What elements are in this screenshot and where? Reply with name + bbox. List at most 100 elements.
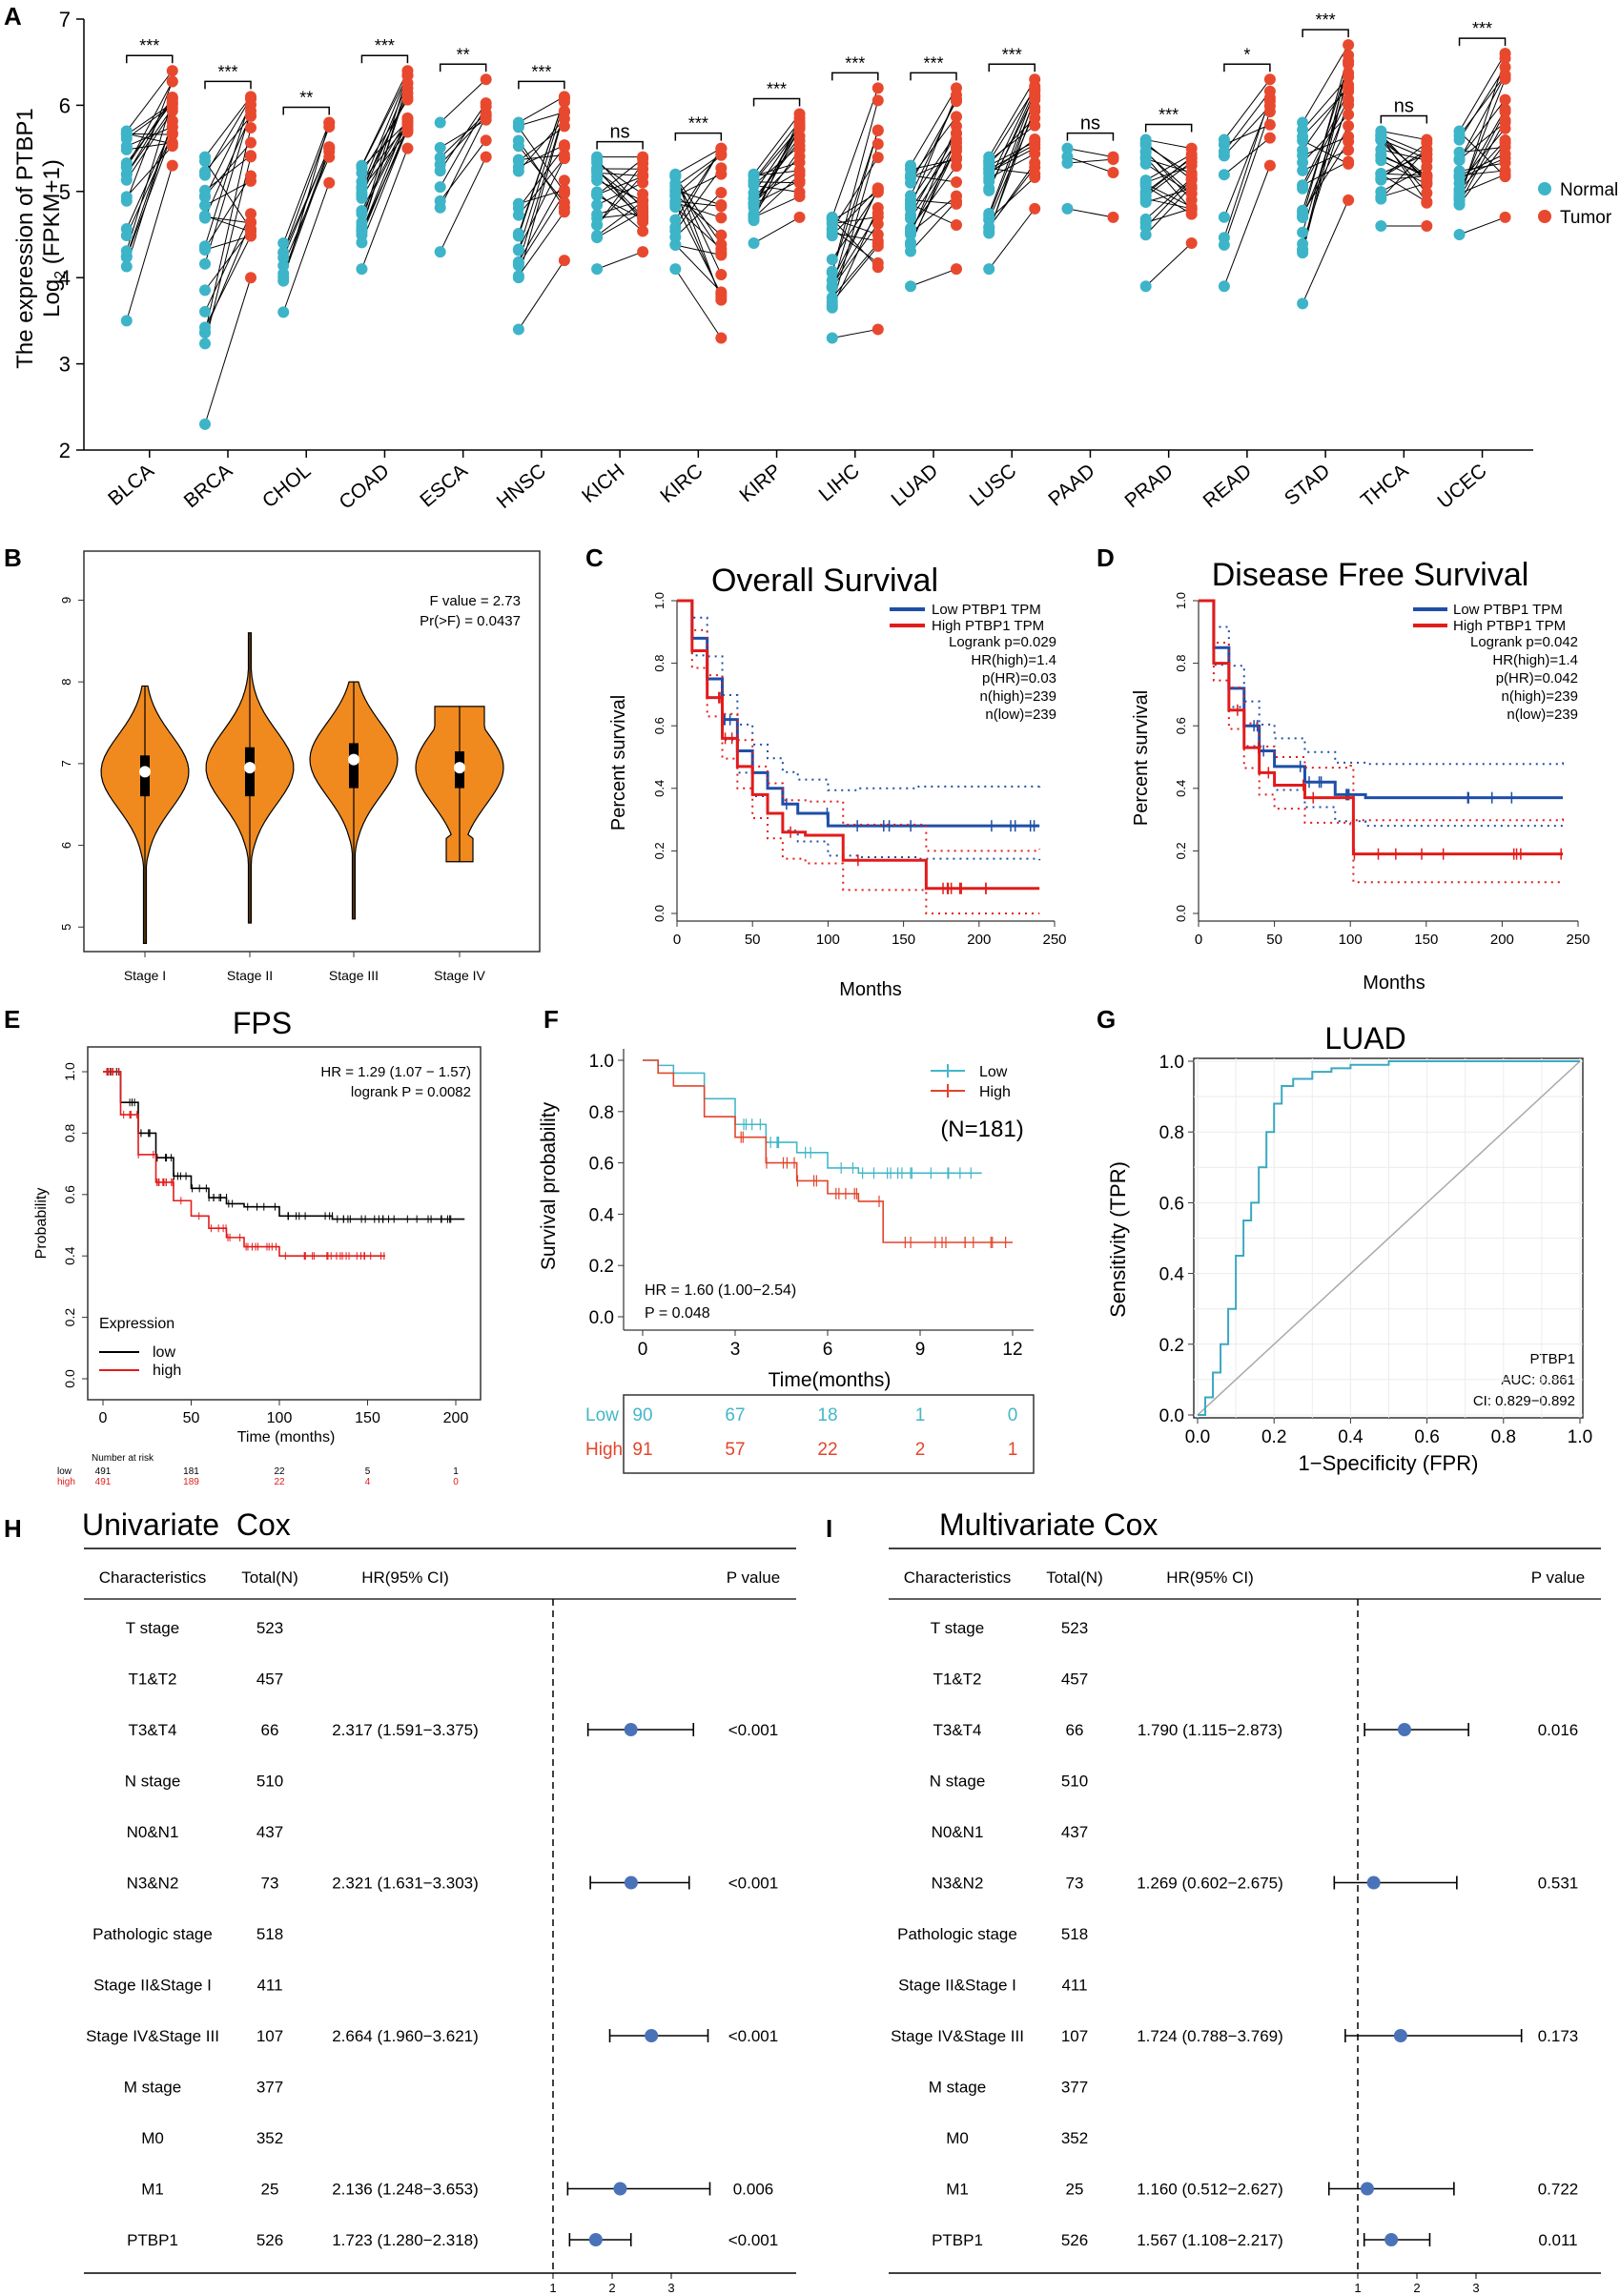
a-tumor-point [401,142,414,154]
e-xtick-label: 50 [183,1410,200,1426]
a-normal-point [120,191,133,203]
a-tumor-point [1421,161,1433,174]
stat-nlow: n(low)=239 [1507,707,1578,723]
forest-estimate-point [645,2029,659,2042]
a-normal-point [1297,297,1309,310]
forest-row-total: 518 [256,1925,283,1943]
a-normal-point [983,184,995,196]
panel-g: LUAD PTBP1 AUC: 0.861 CI: 0.829−0.892 1−… [1106,1021,1592,1475]
a-sig-label: *** [217,62,237,81]
a-xtick-label: BLCA [104,460,158,510]
a-pair-line [988,88,1036,162]
a-tumor-point [951,93,962,106]
a-pair-line [1302,140,1349,165]
a-pair-line [126,81,174,201]
a-normal-point [748,175,760,188]
a-xtick-label: KIRC [656,460,707,507]
a-sig-bracket [282,106,330,115]
a-pair-line [1459,74,1506,136]
a-pair-line [910,268,957,287]
panel-e-xlabel: Time (months) [237,1429,336,1445]
g-ytick-label: 1.0 [1159,1053,1184,1073]
b-xtick-label: Stage II [227,968,273,983]
a-normal-point [905,225,916,237]
f-risk-value: 0 [1008,1405,1018,1425]
stat-nhigh: n(high)=239 [1502,688,1578,705]
f-risk-value: 22 [817,1440,837,1460]
a-pair-line [1223,78,1271,140]
a-tumor-point [1499,106,1511,118]
a-tumor-point [793,176,806,189]
forest-row-name: T3&T4 [933,1721,981,1739]
stat-nlow: n(low)=239 [985,707,1056,723]
panel-e-hr: HR = 1.29 (1.07 − 1.57) [320,1064,471,1080]
a-normal-point [1453,130,1466,142]
km-xtick-label: 50 [1266,932,1282,948]
forest-estimate-point [588,2233,603,2246]
a-pair-line [1067,158,1114,164]
e-ytick-label: 0.6 [62,1185,77,1204]
a-pair-line [831,192,879,222]
a-tumor-point [715,162,728,174]
panel-a: The expression of PTBP1 Log2 (FPKM+1) 23… [12,8,1618,514]
a-tumor-point [793,211,806,223]
a-pair-line [988,125,1036,161]
a-normal-point [591,154,604,166]
a-pair-line [988,138,1036,174]
a-normal-point [748,196,760,209]
a-normal-point [591,230,604,242]
stat-hr: HR(high)=1.4 [1492,652,1578,668]
a-normal-point [434,141,446,154]
a-normal-point [1297,243,1309,256]
a-tumor-point [1029,93,1041,106]
forest-row-total: 437 [256,1823,283,1841]
a-xtick-label: STAD [1281,460,1334,510]
forest-row-name: Stage IV&Stage III [86,2027,219,2045]
a-tumor-point [637,195,649,208]
legend-high-label: High PTBP1 TPM [932,618,1044,634]
e-ytick-label: 0.8 [62,1123,77,1142]
a-sig-bracket [1144,123,1193,133]
a-tumor-point [1499,211,1511,223]
a-tumor-point [793,164,806,176]
km-ytick-label: 0.0 [652,905,666,922]
a-ytick-label: 6 [59,93,71,117]
f-ytick-label: 0.6 [589,1155,614,1175]
a-tumor-point [401,82,414,94]
forest-row-name: N stage [125,1773,181,1791]
forest-row-name: Stage IV&Stage III [891,2027,1024,2045]
a-pair-line [361,99,408,174]
a-tumor-point [480,110,492,122]
a-normal-point [512,270,524,282]
a-pair-line [1145,165,1192,183]
f-risk-value: 67 [725,1405,745,1425]
a-tumor-point [1421,153,1433,165]
a-pair-line [1302,76,1349,131]
forest-row-total: 107 [1061,2027,1088,2045]
a-pair-line [126,145,174,197]
f-risk-value: 1 [915,1405,926,1425]
a-normal-point [356,229,368,241]
a-tumor-point [872,124,884,136]
panel-b-fvalue: F value = 2.73 [430,593,521,609]
a-sig-bracket [1066,132,1115,141]
a-pair-line [518,211,565,277]
a-pair-line [988,86,1036,182]
forest-row-total: 411 [256,1977,282,1995]
panel-c-plot: 0.0 0.2 0.4 0.6 0.8 1.0 0 50 100 150 200 250 [652,592,1067,948]
g-ytick-label: 0.2 [1159,1336,1184,1356]
a-pair-line [1459,162,1506,172]
legend-low-label: low [153,1344,175,1361]
a-sig-bracket [831,72,879,81]
forest-row-name: Stage II&Stage I [93,1977,212,1995]
forest-row-total: 526 [1061,2231,1088,2249]
a-xtick-label: PRAD [1120,460,1177,512]
a-normal-point [748,237,760,250]
a-pair-line [910,133,957,215]
a-tumor-point [245,150,256,162]
panel-g-ci: CI: 0.829−0.892 [1473,1393,1575,1409]
g-xtick-label: 0.4 [1338,1427,1364,1447]
a-normal-point [1218,146,1230,158]
forest-axis-tick-label: 2 [1413,2281,1420,2295]
